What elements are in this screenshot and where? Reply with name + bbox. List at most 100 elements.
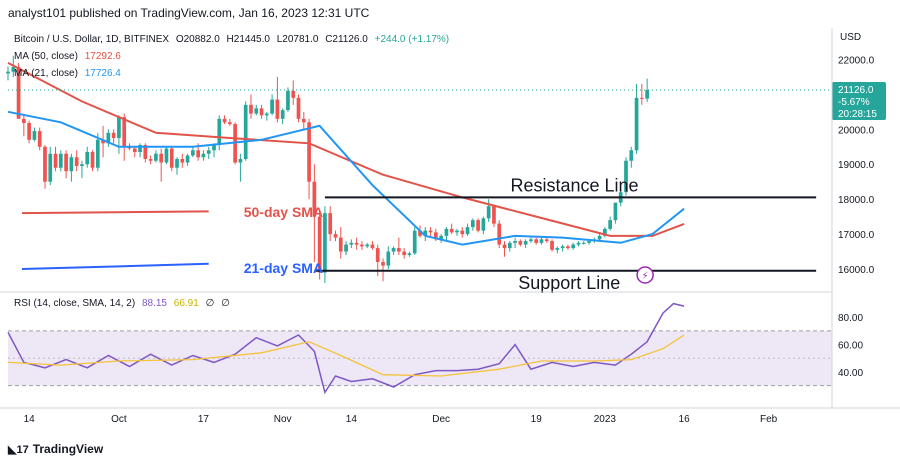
candle[interactable] (360, 244, 364, 247)
candle[interactable] (470, 220, 475, 228)
candle[interactable] (418, 230, 422, 236)
candle[interactable] (465, 227, 470, 235)
candle[interactable] (513, 241, 517, 243)
candle[interactable] (43, 146, 47, 182)
candle[interactable] (280, 110, 285, 119)
candle[interactable] (449, 228, 454, 233)
candle[interactable] (639, 97, 644, 99)
candle[interactable] (16, 67, 21, 119)
candle[interactable] (492, 206, 496, 224)
candle[interactable] (180, 159, 185, 163)
candle[interactable] (6, 71, 10, 74)
candle[interactable] (571, 244, 576, 249)
rsi-pane[interactable] (7, 302, 832, 395)
candle[interactable] (544, 239, 549, 242)
candle[interactable] (238, 159, 243, 163)
candle[interactable] (534, 239, 539, 243)
candle[interactable] (264, 113, 269, 116)
candle[interactable] (402, 251, 407, 256)
candle[interactable] (74, 157, 79, 166)
candle[interactable] (37, 131, 42, 147)
candle[interactable] (117, 117, 121, 139)
candle[interactable] (222, 118, 227, 123)
candle[interactable] (154, 153, 158, 161)
rsi-label[interactable]: RSI (14, close, SMA, 14, 2) (14, 298, 136, 309)
candle[interactable] (433, 232, 438, 240)
ma50-line[interactable] (7, 62, 685, 237)
candle[interactable] (603, 228, 607, 236)
candle[interactable] (397, 248, 401, 252)
candle[interactable] (407, 253, 412, 256)
ma50-label[interactable]: MA (50, close) (14, 51, 78, 62)
candle[interactable] (143, 145, 148, 159)
candle[interactable] (11, 67, 16, 72)
candle[interactable] (629, 150, 634, 161)
candle[interactable] (386, 251, 391, 266)
candle[interactable] (624, 160, 628, 193)
candle[interactable] (455, 230, 459, 233)
candle[interactable] (317, 216, 322, 273)
candle[interactable] (307, 122, 311, 182)
candle[interactable] (634, 97, 639, 151)
candle[interactable] (101, 139, 105, 144)
candle[interactable] (423, 230, 428, 236)
candle[interactable] (460, 230, 465, 235)
candle[interactable] (159, 153, 164, 163)
annotation-21-line[interactable] (21, 262, 209, 271)
candle[interactable] (122, 117, 127, 147)
candle[interactable] (523, 241, 528, 245)
candle[interactable] (175, 159, 179, 168)
candle[interactable] (80, 164, 84, 166)
candle[interactable] (597, 235, 602, 240)
candle[interactable] (539, 239, 544, 243)
candle[interactable] (328, 213, 333, 235)
current-price-tag[interactable] (832, 81, 886, 120)
candle[interactable] (344, 244, 348, 252)
candle[interactable] (106, 132, 111, 144)
candle[interactable] (48, 153, 53, 182)
candle[interactable] (249, 104, 253, 114)
candle[interactable] (53, 153, 58, 168)
lightning-icon[interactable] (636, 266, 654, 284)
candle[interactable] (518, 241, 523, 245)
candle[interactable] (85, 152, 90, 165)
candle[interactable] (206, 150, 211, 154)
candle[interactable] (296, 97, 301, 119)
candle[interactable] (428, 230, 433, 233)
candle[interactable] (481, 218, 486, 231)
candle[interactable] (412, 230, 417, 254)
candle[interactable] (566, 246, 570, 249)
candle[interactable] (185, 155, 190, 163)
candle[interactable] (148, 159, 153, 161)
candle[interactable] (576, 242, 581, 245)
candle[interactable] (227, 122, 232, 125)
candle[interactable] (365, 244, 370, 247)
candle[interactable] (645, 89, 649, 99)
ma21-line[interactable] (7, 110, 685, 246)
candle[interactable] (111, 132, 116, 139)
candle[interactable] (439, 235, 443, 240)
rsi-ma-line[interactable] (7, 334, 685, 377)
candle[interactable] (169, 148, 174, 168)
candle[interactable] (476, 220, 480, 231)
candle[interactable] (608, 220, 613, 229)
candle[interactable] (333, 234, 338, 238)
candle[interactable] (486, 206, 491, 219)
candle[interactable] (391, 248, 396, 252)
candle[interactable] (275, 99, 280, 119)
candle[interactable] (555, 248, 560, 250)
candle[interactable] (90, 152, 95, 168)
ma21-label[interactable]: MA (21, close) (14, 68, 78, 79)
candle[interactable] (58, 153, 63, 168)
candle[interactable] (349, 242, 354, 245)
candle[interactable] (312, 181, 317, 217)
candle[interactable] (212, 145, 216, 151)
candle[interactable] (323, 213, 327, 273)
candle[interactable] (301, 118, 306, 123)
candle[interactable] (69, 157, 74, 172)
candle[interactable] (95, 139, 100, 168)
candle[interactable] (581, 242, 586, 244)
candle[interactable] (196, 150, 201, 158)
candle[interactable] (338, 237, 343, 252)
